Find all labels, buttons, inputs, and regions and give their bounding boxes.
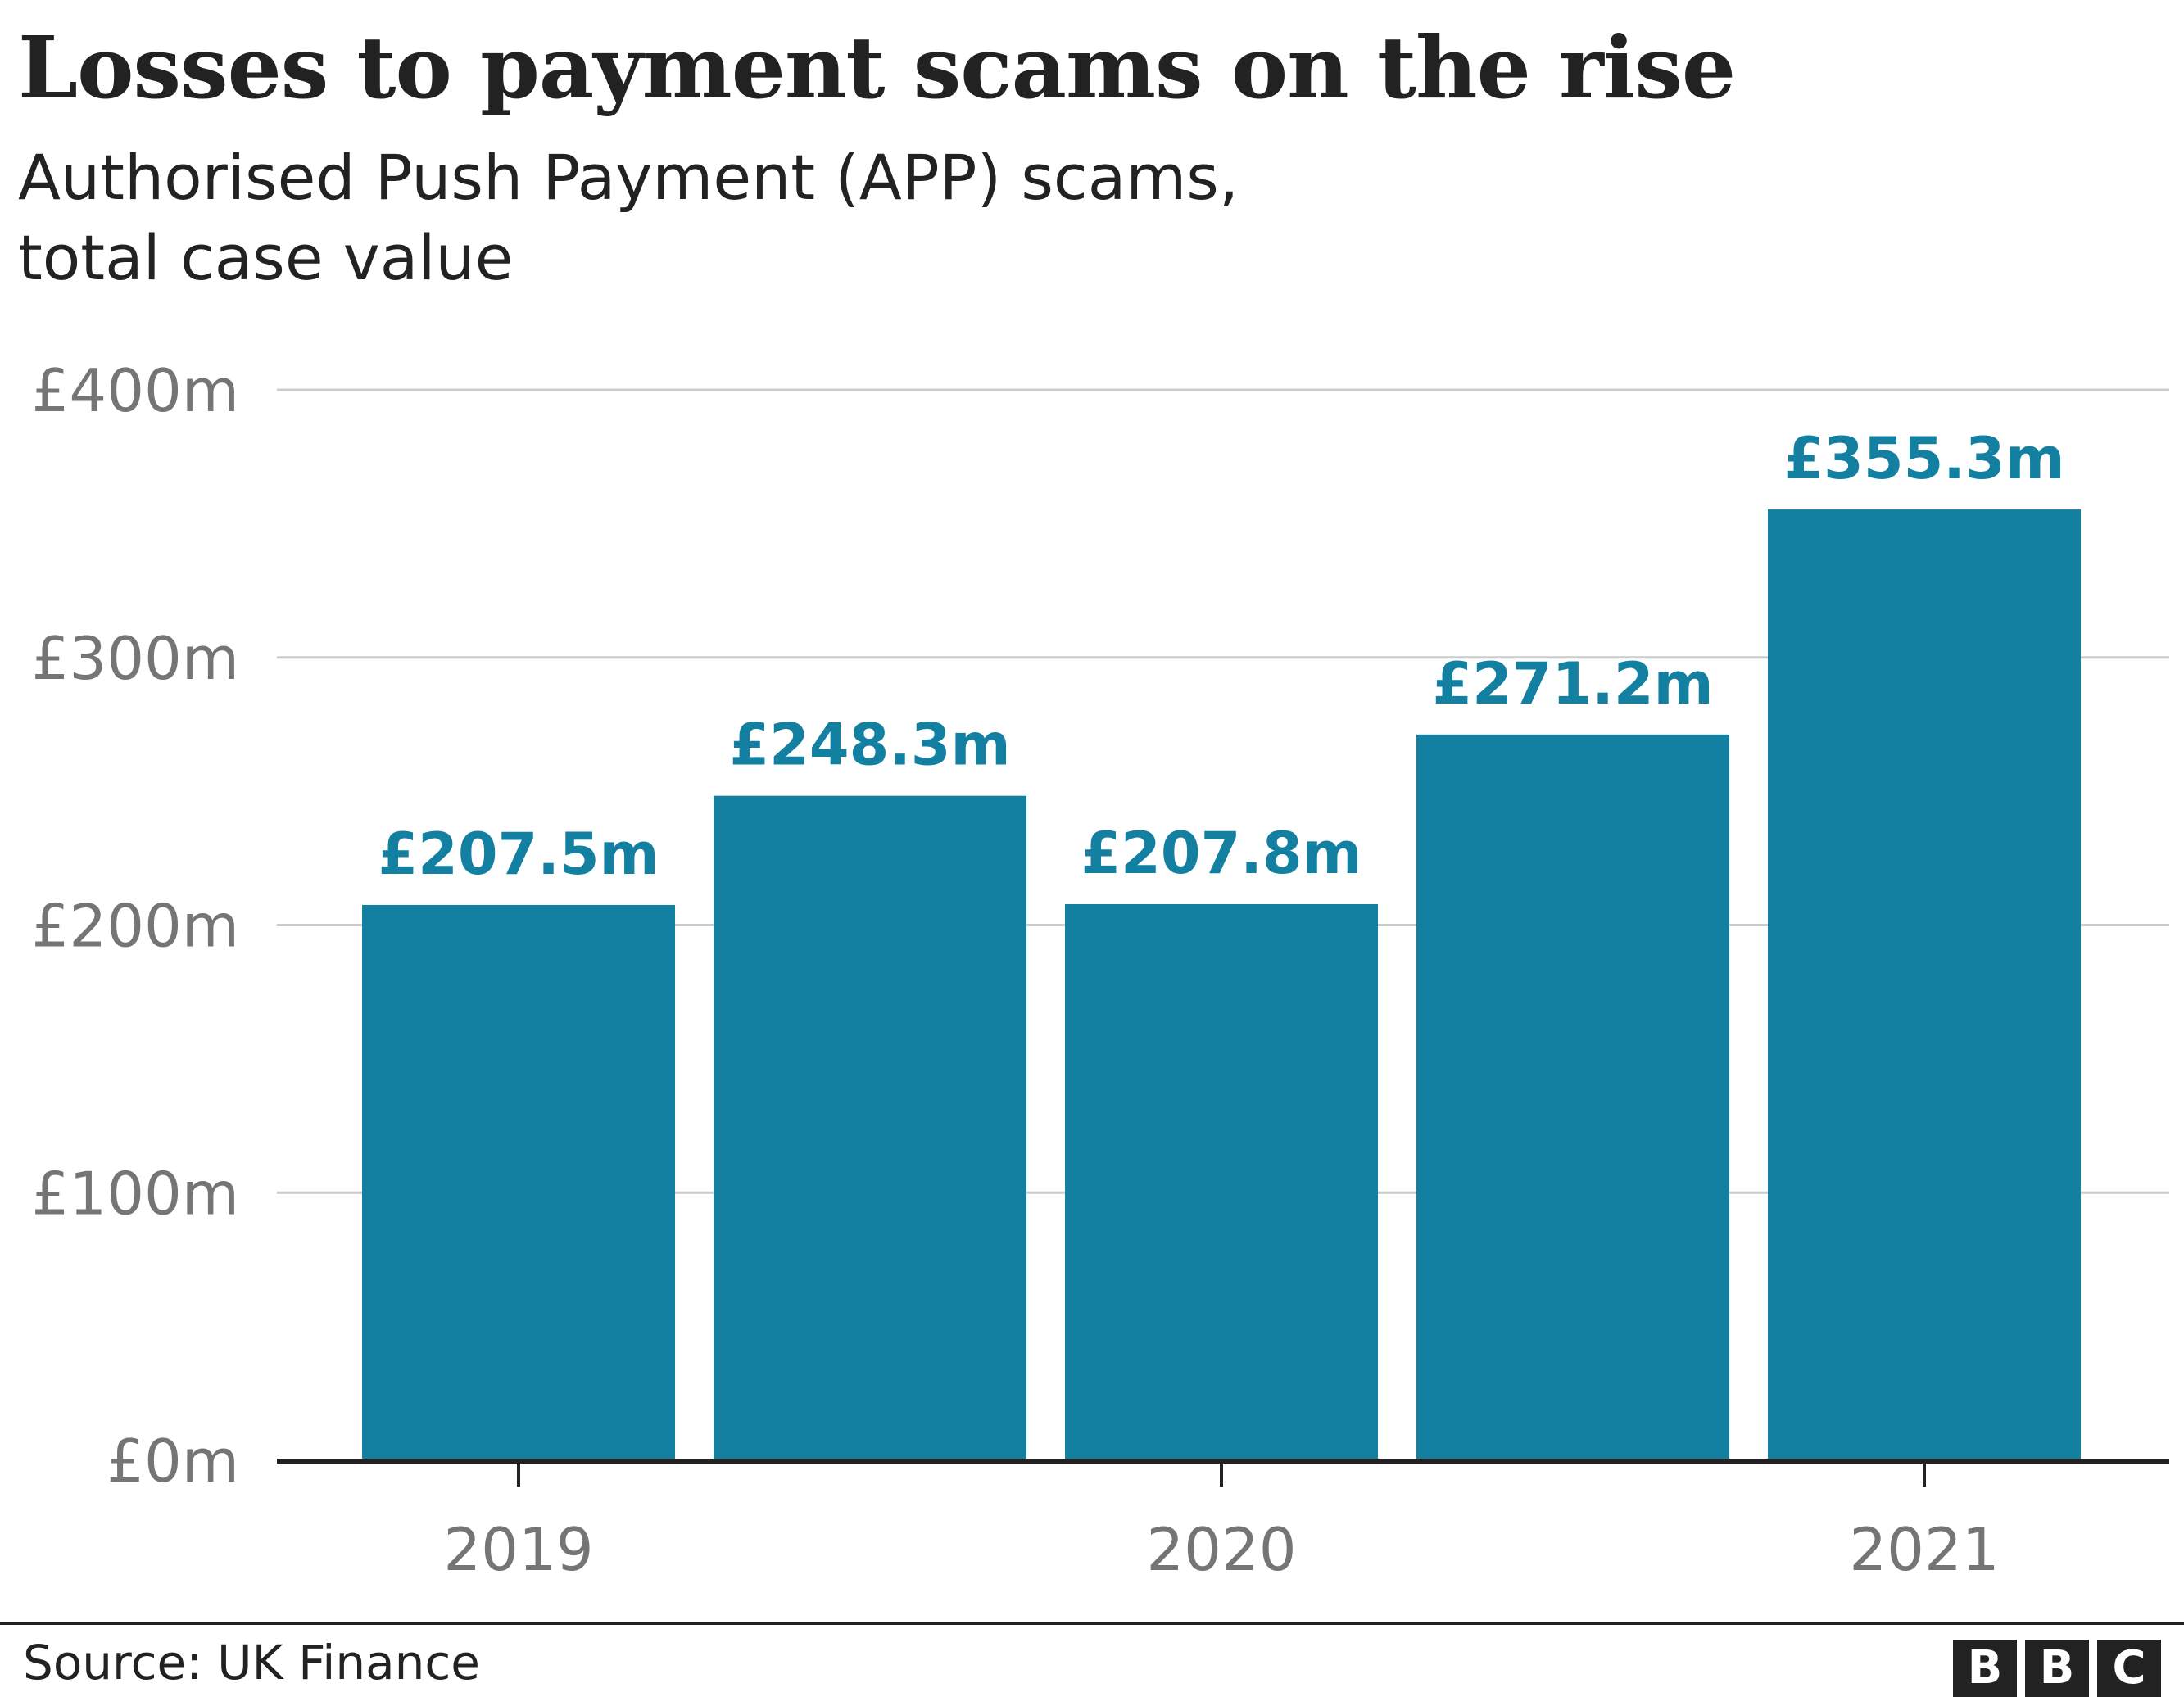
bar [714, 795, 1026, 1460]
bbc-logo-letter-b2: B [2025, 1640, 2089, 1697]
bbc-logo-letter-b1: B [1953, 1640, 2017, 1697]
bar [1416, 734, 1729, 1460]
bar-value-label: £207.5m [378, 821, 659, 888]
bbc-logo: B B C [1953, 1640, 2161, 1697]
x-tick-label: 2021 [1849, 1515, 1999, 1584]
y-tick-label: £0m [106, 1427, 239, 1496]
bar [362, 904, 675, 1460]
y-axis-tick-labels: £0m £100m £200m £300m £400m [32, 356, 239, 1496]
y-tick-label: £400m [32, 356, 239, 425]
bar-value-labels: £207.5m £248.3m £207.8m £271.2m £355.3m [378, 425, 2064, 888]
bar-value-label: £271.2m [1432, 650, 1713, 717]
bbc-logo-letter-c: C [2097, 1640, 2161, 1697]
y-tick-label: £100m [32, 1159, 239, 1228]
footer-divider [0, 1622, 2184, 1625]
x-axis: 2019 2020 2021 [277, 1459, 2169, 1584]
chart-subtitle: Authorised Push Payment (APP) scams, tot… [18, 141, 1239, 294]
bar-chart: £0m£100m£200m£300m£400m £207.5m£248.3m£2… [32, 356, 2169, 1584]
bar-value-label: £248.3m [729, 712, 1010, 779]
bars [362, 509, 2081, 1460]
bar [1768, 509, 2081, 1460]
bar [1065, 904, 1378, 1460]
x-tick-label: 2019 [443, 1515, 593, 1584]
bar-value-label: £355.3m [1783, 425, 2064, 492]
x-tick-label: 2020 [1146, 1515, 1296, 1584]
chart-title: Losses to payment scams on the rise [18, 17, 1736, 118]
y-tick-label: £300m [32, 624, 239, 693]
bar-value-label: £207.8m [1081, 820, 1362, 887]
source-note: Source: UK Finance [23, 1635, 480, 1690]
y-tick-label: £200m [32, 892, 239, 961]
